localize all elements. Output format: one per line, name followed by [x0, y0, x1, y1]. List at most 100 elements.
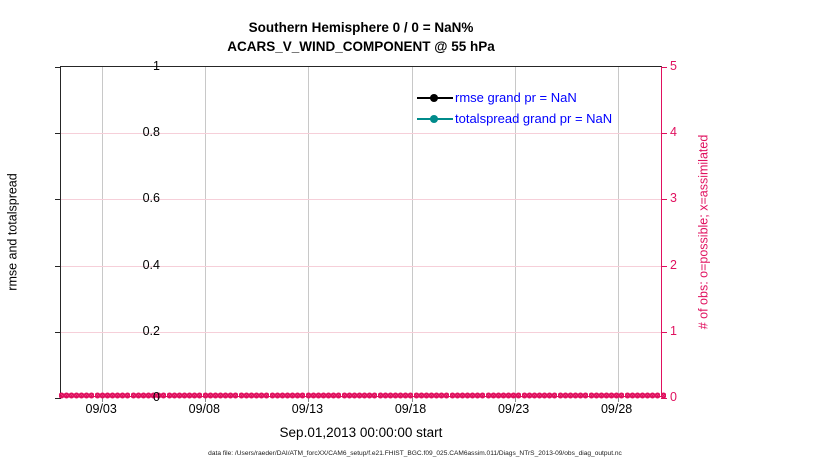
legend-item-totalspread: totalspread grand pr = NaN [417, 108, 612, 129]
obs-marker [372, 391, 378, 400]
obs-marker [501, 391, 506, 400]
obs-marker [506, 391, 512, 400]
legend-swatch-rmse [417, 91, 453, 105]
legend-swatch-totalspread [417, 112, 453, 126]
obs-marker [73, 391, 79, 400]
chart-legend: rmse grand pr = NaN totalspread grand pr… [413, 85, 616, 131]
obs-marker [161, 391, 167, 400]
obs-marker [320, 391, 326, 400]
x-axis-tick-label: 09/23 [497, 402, 530, 416]
obs-marker [490, 391, 496, 400]
y-axis-tick-label-right: 2 [670, 257, 677, 272]
obs-marker [68, 391, 74, 400]
tick-mark-left [55, 398, 61, 399]
title-line-2: ACARS_V_WIND_COMPONENT @ 55 hPa [227, 39, 495, 54]
obs-marker [387, 391, 393, 400]
obs-marker [423, 391, 429, 400]
obs-marker [197, 391, 203, 400]
y-axis-tick-label-right: 4 [670, 125, 677, 140]
obs-marker [583, 391, 589, 400]
obs-marker [341, 391, 347, 400]
obs-marker-series [58, 391, 666, 400]
obs-marker [310, 391, 316, 400]
obs-marker [660, 391, 666, 400]
chart-title: Southern Hemisphere 0 / 0 = NaN% ACARS_V… [60, 18, 662, 56]
tick-mark-left [55, 67, 61, 68]
x-axis-tick-label: 09/08 [188, 402, 220, 416]
y-axis-tick-label-right: 5 [670, 59, 677, 73]
tick-mark-bottom [205, 396, 207, 402]
x-axis-title: Sep.01,2013 00:00:00 start [279, 425, 443, 440]
obs-marker [465, 391, 470, 400]
obs-marker [84, 391, 90, 400]
obs-marker [624, 391, 630, 400]
tick-mark-bottom [308, 396, 310, 402]
obs-marker [89, 391, 95, 400]
obs-marker [655, 391, 661, 400]
obs-marker [470, 391, 476, 400]
tick-mark-bottom [617, 396, 619, 402]
obs-marker [207, 391, 213, 400]
obs-marker [63, 391, 69, 400]
obs-marker [480, 391, 486, 400]
y-axis-tick-label-left: 0.8 [142, 125, 160, 140]
obs-marker [526, 391, 532, 400]
obs-marker [176, 391, 182, 400]
obs-marker [362, 391, 368, 400]
obs-marker [413, 391, 419, 400]
obs-marker [140, 391, 146, 400]
obs-marker [619, 391, 625, 400]
y-axis-tick-label-right: 3 [670, 191, 677, 206]
tick-mark-left [55, 265, 61, 267]
y-axis-tick-label-left: 0.4 [142, 257, 160, 272]
obs-marker [449, 391, 455, 400]
obs-marker [336, 391, 342, 400]
x-axis-tick-label: 09/28 [600, 402, 633, 416]
tick-mark-left [55, 199, 61, 201]
obs-marker [552, 391, 558, 400]
obs-marker [557, 391, 563, 400]
obs-marker [593, 391, 599, 400]
title-line-1: Southern Hemisphere 0 / 0 = NaN% [248, 20, 474, 35]
obs-marker [151, 391, 157, 400]
tick-mark-left [55, 133, 61, 135]
tick-mark-right [661, 265, 667, 267]
obs-marker [578, 391, 584, 400]
grid-line-vertical [308, 67, 310, 398]
obs-marker [166, 391, 172, 400]
x-axis-tick-label: 09/13 [291, 402, 324, 416]
obs-marker [459, 391, 465, 400]
obs-marker [212, 391, 218, 400]
tick-mark-right [661, 67, 667, 68]
grid-line-vertical [205, 67, 207, 398]
obs-marker [110, 391, 115, 400]
obs-marker [243, 391, 249, 400]
obs-marker [315, 391, 321, 400]
grid-line-vertical [411, 67, 413, 398]
y-axis-title-right: # of obs: o=possible; x=assimilated [694, 66, 712, 397]
y-axis-title-left-text: rmse and totalspread [6, 172, 20, 291]
y-axis-tick-label-left: 0.6 [142, 191, 160, 206]
obs-marker [233, 391, 239, 400]
grid-line-vertical [514, 67, 516, 398]
obs-marker [279, 391, 285, 400]
legend-marker-dot [430, 114, 438, 123]
x-axis-tick-label: 09/03 [85, 402, 117, 416]
tick-mark-bottom [102, 396, 104, 402]
obs-marker [650, 391, 656, 400]
y-axis-tick-label-left: 1 [153, 59, 160, 73]
plot-area: rmse grand pr = NaN totalspread grand pr… [55, 66, 667, 402]
obs-marker [356, 391, 362, 400]
obs-marker [187, 391, 193, 400]
tick-mark-right [661, 133, 667, 135]
tick-mark-right [661, 398, 667, 399]
y-axis-title-left: rmse and totalspread [4, 66, 22, 397]
tick-mark-left [55, 331, 61, 333]
y-axis-tick-label-right: 0 [670, 390, 677, 404]
legend-item-rmse: rmse grand pr = NaN [417, 87, 612, 108]
obs-marker [171, 391, 177, 400]
x-axis-tick-label: 09/18 [394, 402, 427, 416]
obs-marker [444, 391, 450, 400]
obs-marker [367, 391, 373, 400]
obs-marker [120, 391, 126, 400]
